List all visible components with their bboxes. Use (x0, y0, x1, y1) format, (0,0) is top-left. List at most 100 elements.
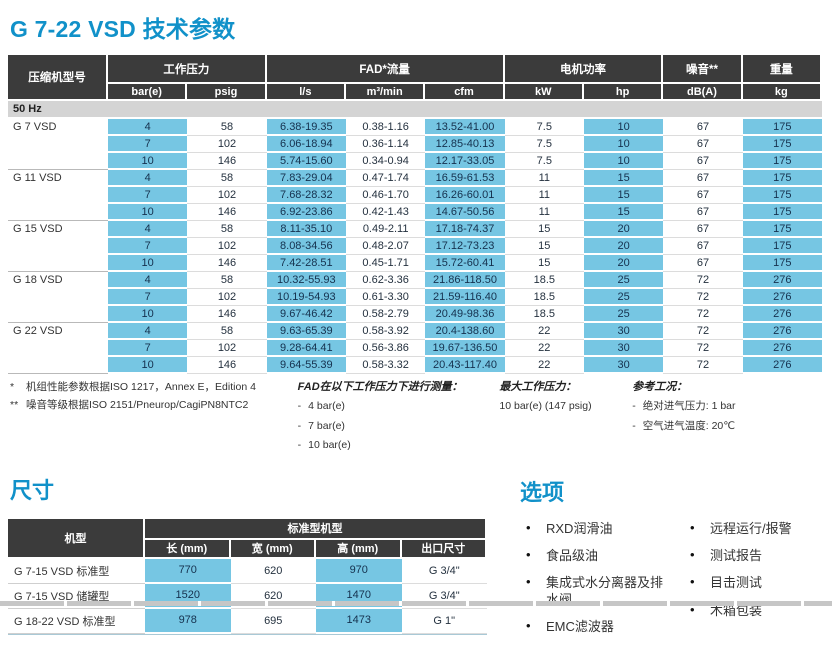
value-cell: 67 (663, 170, 743, 187)
value-cell: 15 (583, 170, 664, 187)
value-cell: 10 (583, 153, 664, 170)
value-cell: 22 (504, 323, 584, 340)
spec-row: G 15 VSD 4 58 8.11-35.10 0.49-2.11 17.18-74.3… (8, 221, 822, 272)
spec-table: 压缩机型号 工作压力 FAD*流量 电机功率 噪音** 重量 bar(e) ps… (8, 55, 822, 374)
option-item: 食品级油 (526, 547, 668, 564)
value-cell: 4 (108, 119, 188, 136)
spec-table-header: 压缩机型号 工作压力 FAD*流量 电机功率 噪音** 重量 bar(e) ps… (8, 55, 822, 101)
value-cell: 7.5 (504, 119, 584, 136)
dimensions-section: 尺寸 机型 标准型机型 长 (mm) 宽 (mm) 高 (mm) 出口尺寸 G … (8, 473, 498, 646)
value-cell: 175 (742, 170, 822, 187)
value-cell: 67 (663, 153, 743, 170)
value-cell: 25 (583, 289, 664, 306)
reference-item: 绝对进气压力: 1 bar (632, 400, 822, 413)
dims-header-model: 机型 (8, 518, 145, 559)
header-fad-flow: FAD*流量 (266, 55, 505, 84)
value-cell: 20.43-117.40 (425, 357, 505, 374)
value-cell: 58 (187, 119, 267, 136)
value-cell: 175 (742, 238, 822, 255)
value-cell: 30 (583, 340, 664, 357)
bottom-section: 尺寸 机型 标准型机型 长 (mm) 宽 (mm) 高 (mm) 出口尺寸 G … (8, 473, 822, 646)
spec-row: 7 102 9.28-64.41 0.56-3.86 19.67-136.50 22 30 7… (8, 340, 822, 357)
fad-pressure-list: 4 bar(e) 7 bar(e) 10 bar(e) (298, 400, 500, 452)
subheader-ls: l/s (266, 84, 346, 101)
footnote-text: 噪音等级根据ISO 2151/Pneurop/CagiPN8NTC2 (26, 399, 249, 412)
value-cell: 0.42-1.43 (345, 204, 426, 221)
value-cell: 7.5 (504, 136, 584, 153)
dims-header-group: 标准型机型 (145, 518, 487, 540)
value-cell: 30 (583, 323, 664, 340)
subheader-kg: kg (742, 84, 822, 101)
value-cell: 16.26-60.01 (425, 187, 505, 204)
value-cell: 0.36-1.14 (345, 136, 426, 153)
options-lists: RXD润滑油食品级油集成式水分离器及排水阀EMC滤波器 远程运行/报警测试报告目… (518, 520, 792, 646)
dimensions-title: 尺寸 (10, 477, 55, 503)
header-motor-power: 电机功率 (504, 55, 664, 84)
max-pressure-heading: 最大工作压力： (499, 381, 577, 393)
value-cell: 17.18-74.37 (425, 221, 505, 238)
model-cell: G 7 VSD (8, 119, 108, 170)
spec-row: G 18 VSD 4 58 10.32-55.93 0.62-3.36 21.86-118… (8, 272, 822, 323)
reference-heading: 参考工况： (632, 381, 688, 393)
value-cell: 9.63-65.39 (266, 323, 346, 340)
value-cell: 146 (187, 255, 267, 272)
reference-item: 空气进气温度: 20℃ (632, 420, 822, 433)
value-cell: 9.67-46.42 (266, 306, 346, 323)
value-cell: 102 (187, 136, 267, 153)
value-cell: 72 (663, 306, 743, 323)
value-cell: 0.48-2.07 (345, 238, 426, 255)
value-cell: 10 (583, 136, 664, 153)
subheader-hp: hp (583, 84, 664, 101)
value-cell: 102 (187, 238, 267, 255)
dims-value-cell: G 1" (401, 609, 487, 634)
footnotes-left: * 机组性能参数根据ISO 1217，Annex E，Edition 4 ** … (10, 381, 298, 459)
options-column-1: RXD润滑油食品级油集成式水分离器及排水阀EMC滤波器 (518, 520, 668, 646)
value-cell: 7 (108, 187, 188, 204)
fad-measurement-note: FAD在以下工作压力下进行测量： 4 bar(e) 7 bar(e) 10 bar(… (298, 381, 500, 459)
value-cell: 22 (504, 357, 584, 374)
value-cell: 20 (583, 255, 664, 272)
dims-value-cell: G 3/4" (401, 559, 487, 584)
value-cell: 58 (187, 221, 267, 238)
spec-row: G 7 VSD 4 58 6.38-19.35 0.38-1.16 13.52-41.00… (8, 119, 822, 170)
value-cell: 67 (663, 187, 743, 204)
option-item: 目击测试 (690, 574, 792, 591)
value-cell: 7.5 (504, 153, 584, 170)
value-cell: 72 (663, 289, 743, 306)
value-cell: 8.11-35.10 (266, 221, 346, 238)
dims-value-cell: 978 (145, 608, 231, 634)
value-cell: 7 (108, 238, 188, 255)
spec-row: 10 146 6.92-23.86 0.42-1.43 14.67-50.56 11 15 6… (8, 204, 822, 221)
header-noise: 噪音** (663, 55, 743, 84)
value-cell: 20.4-138.60 (425, 323, 505, 340)
value-cell: 0.56-3.86 (345, 340, 426, 357)
value-cell: 11 (504, 170, 584, 187)
value-cell: 72 (663, 272, 743, 289)
value-cell: 15 (504, 238, 584, 255)
value-cell: 0.45-1.71 (345, 255, 426, 272)
value-cell: 4 (108, 221, 188, 238)
options-section: 选项 RXD润滑油食品级油集成式水分离器及排水阀EMC滤波器 远程运行/报警测试… (498, 473, 792, 646)
value-cell: 0.34-0.94 (345, 153, 426, 170)
value-cell: 0.58-3.32 (345, 357, 426, 374)
spec-table-body: 50 Hz G 7 VSD 4 58 6.38-19.35 0.38-1.16 13.52-… (8, 101, 822, 374)
spec-row: 7 102 7.68-28.32 0.46-1.70 16.26-60.01 11 15 67… (8, 187, 822, 204)
reference-conditions-note: 参考工况： 绝对进气压力: 1 bar 空气进气温度: 20℃ (632, 381, 822, 459)
value-cell: 10 (108, 306, 188, 323)
footnote-text: 机组性能参数根据ISO 1217，Annex E，Edition 4 (26, 381, 256, 393)
header-model: 压缩机型号 (8, 55, 108, 101)
value-cell: 15 (504, 221, 584, 238)
dims-subheader-outlet: 出口尺寸 (401, 539, 487, 559)
value-cell: 67 (663, 221, 743, 238)
value-cell: 58 (187, 170, 267, 187)
value-cell: 21.59-116.40 (425, 289, 505, 306)
value-cell: 4 (108, 323, 188, 340)
value-cell: 12.85-40.13 (425, 136, 505, 153)
option-item: EMC滤波器 (526, 618, 668, 635)
value-cell: 7.68-28.32 (266, 187, 346, 204)
value-cell: 0.61-3.30 (345, 289, 426, 306)
value-cell: 7.42-28.51 (266, 255, 346, 272)
value-cell: 4 (108, 170, 188, 187)
value-cell: 9.64-55.39 (266, 357, 346, 374)
